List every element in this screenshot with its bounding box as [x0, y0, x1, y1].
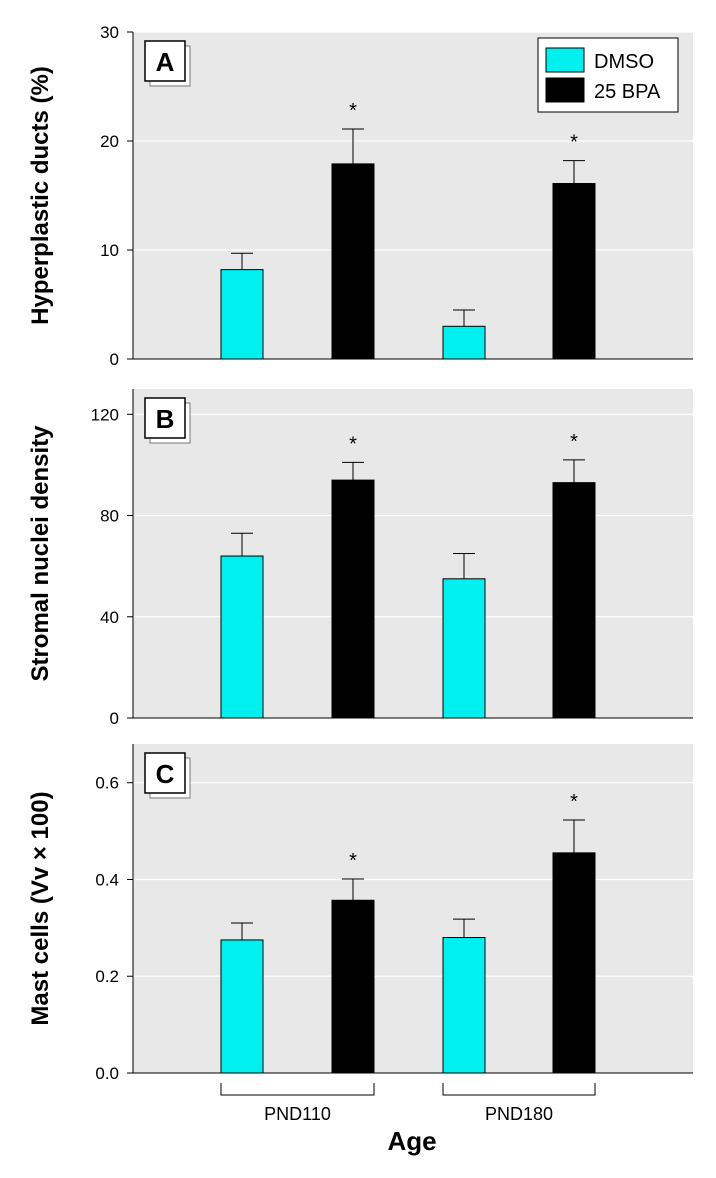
panel-letter-box: [144, 752, 186, 794]
bar-pnd110-dmso: [220, 269, 264, 360]
group-bracket: [442, 1083, 596, 1096]
legend-label: 25 BPA: [594, 81, 661, 103]
panel-b: 0 40 80 120 Stromal nuclei density B * *: [27, 389, 693, 728]
panel-c: 0.0 0.2 0.4 0.6 Mast cells (Vv × 100) C * *: [27, 744, 693, 1083]
group-label: PND180: [485, 1104, 553, 1124]
group-bracket: [220, 1083, 375, 1096]
y-tick-label: 10: [100, 241, 119, 260]
bar-pnd110-dmso: [220, 555, 264, 719]
bar-pnd180-25-bpa: [552, 852, 596, 1074]
y-tick-label: 0.4: [95, 870, 119, 889]
y-tick-label: 0: [110, 350, 119, 369]
legend-swatch: [545, 77, 585, 103]
y-axis-label: Mast cells (Vv × 100): [27, 791, 54, 1025]
bar-pnd110-25-bpa: [331, 479, 375, 719]
bar-pnd180-dmso: [442, 325, 486, 360]
panel-letter: C: [156, 759, 175, 789]
x-axis-groups: PND110 PND180: [220, 1083, 596, 1124]
plot-background: [133, 389, 693, 718]
bar-pnd180-25-bpa: [552, 183, 596, 360]
y-tick-label: 0.6: [95, 774, 119, 793]
significance-marker: *: [570, 431, 578, 453]
significance-marker: *: [570, 132, 578, 154]
group-label: PND110: [264, 1104, 331, 1124]
panel-letter-box: [144, 40, 186, 82]
panel-letter: B: [156, 404, 175, 434]
y-tick-label: 0.2: [95, 967, 119, 986]
y-tick-label: 0: [110, 709, 119, 728]
y-tick-label: 40: [100, 608, 119, 627]
y-tick-label: 80: [100, 507, 119, 526]
legend-label: DMSO: [594, 51, 654, 73]
panel-letter-box: [144, 397, 186, 439]
plot-background: [133, 744, 693, 1073]
y-tick-label: 30: [100, 23, 119, 42]
legend: DMSO 25 BPA: [537, 37, 679, 113]
panel-letter: A: [156, 47, 175, 77]
bar-pnd110-25-bpa: [331, 899, 375, 1074]
significance-marker: *: [349, 433, 357, 455]
legend-swatch: [545, 47, 585, 73]
y-tick-label: 0.0: [95, 1064, 119, 1083]
significance-marker: *: [349, 100, 357, 122]
bar-pnd180-dmso: [442, 578, 486, 719]
bar-pnd180-dmso: [442, 937, 486, 1074]
significance-marker: *: [570, 791, 578, 813]
bar-pnd110-25-bpa: [331, 163, 375, 360]
y-axis-label: Stromal nuclei density: [27, 425, 54, 682]
y-tick-label: 20: [100, 132, 119, 151]
y-tick-label: 120: [91, 405, 119, 424]
significance-marker: *: [349, 850, 357, 872]
bar-pnd110-dmso: [220, 939, 264, 1074]
bar-pnd180-25-bpa: [552, 482, 596, 719]
y-axis-label: Hyperplastic ducts (%): [27, 66, 54, 325]
x-axis-label: Age: [387, 1126, 436, 1156]
